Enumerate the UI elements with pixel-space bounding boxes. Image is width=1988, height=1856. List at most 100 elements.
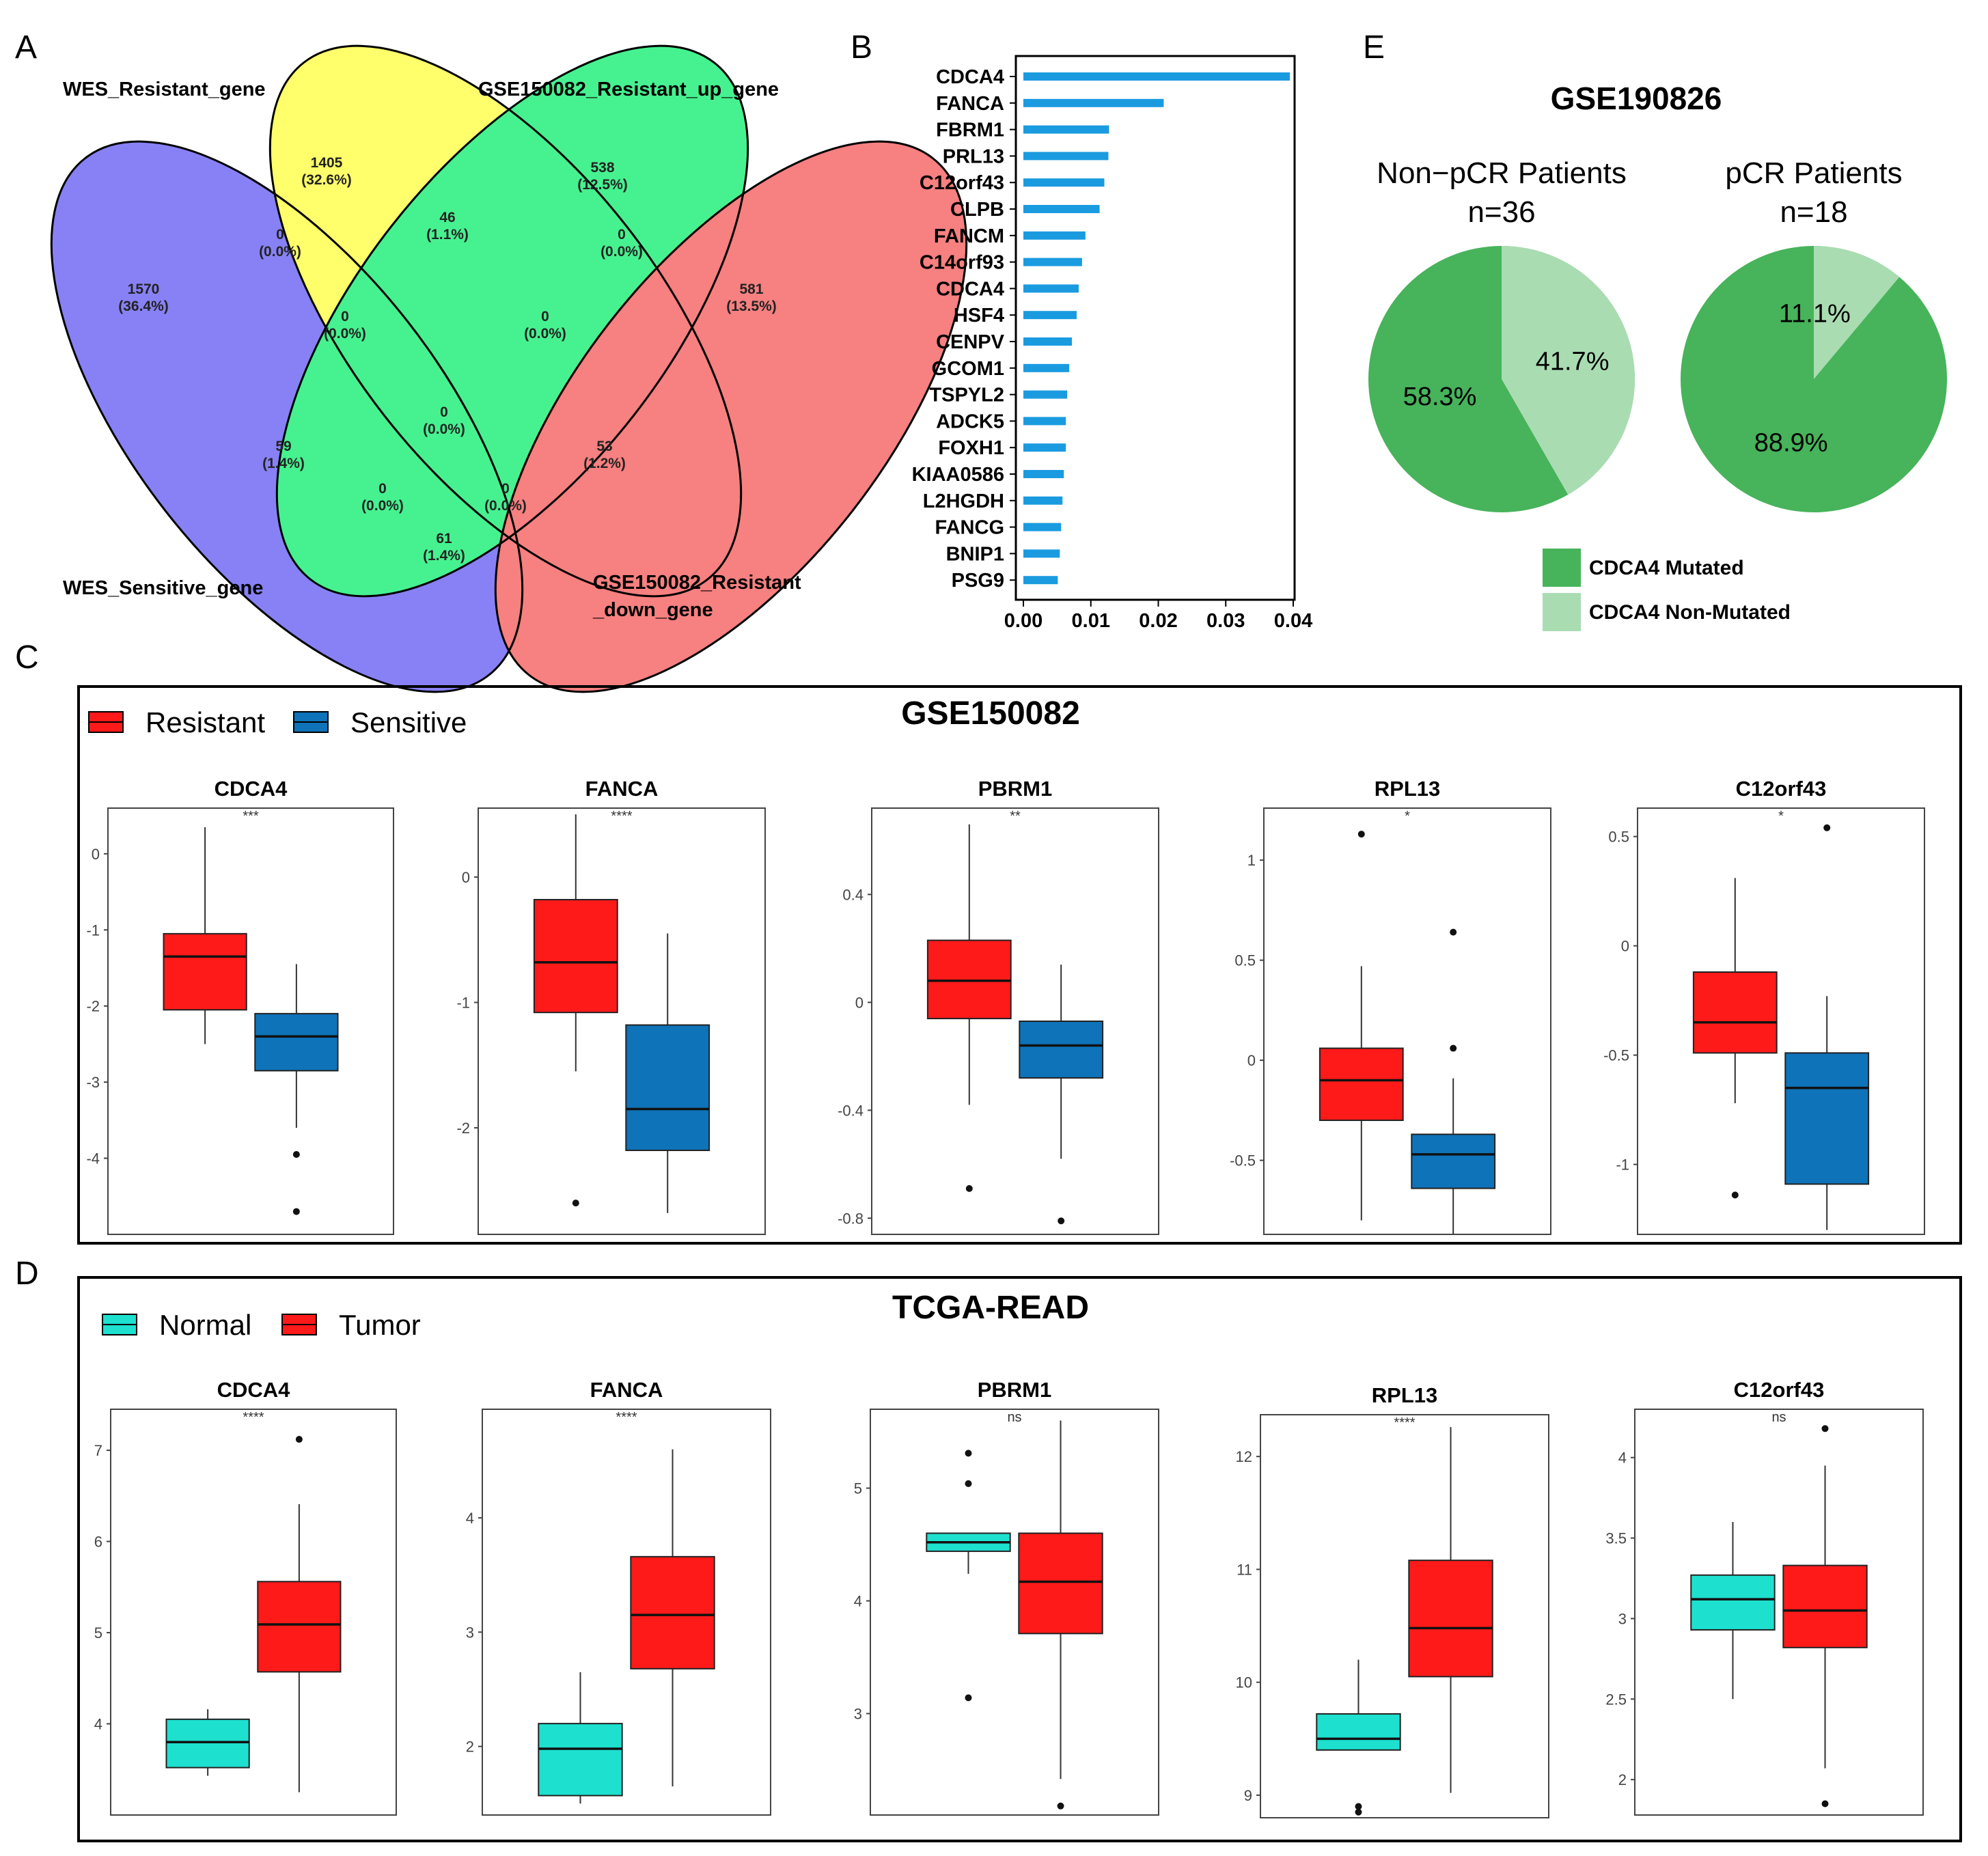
venn-region-pct: (36.4%) xyxy=(118,299,169,314)
box-outlier xyxy=(292,1151,300,1158)
subplot-tick-label: 3 xyxy=(1618,1610,1627,1627)
bar-label: CDCA4 xyxy=(936,66,1004,88)
subplot-tick-label: 5 xyxy=(854,1480,862,1497)
venn-region-count: 0 xyxy=(501,481,510,497)
venn-region-pct: (1.2%) xyxy=(583,456,626,471)
mutation-pie-panel: GSE190826 Non−pCR Patients n=36 pCR Pati… xyxy=(1368,81,1947,631)
venn-region-pct: (0.0%) xyxy=(484,498,527,514)
subplot-tick-label: -4 xyxy=(86,1150,100,1167)
subplot-tick-label: 0 xyxy=(1621,938,1629,955)
significance-label: **** xyxy=(243,1410,264,1425)
panel-c-boxplots: GSE150082 Resistant Sensitive CDCA4 0 -1 -2… xyxy=(77,685,1962,1245)
subplot-tick-label: 2.5 xyxy=(1605,1691,1627,1708)
bar-label: FANCM xyxy=(934,225,1004,247)
subplot-tick-label: 0 xyxy=(855,994,864,1011)
subplot-gene-title: RPL13 xyxy=(1375,777,1440,801)
bar-label: TSPYL2 xyxy=(929,385,1004,406)
subplot-tick-label: 0.5 xyxy=(1234,952,1256,969)
venn-region-count: 0 xyxy=(618,227,626,243)
venn-region-count: 538 xyxy=(590,160,614,176)
pie-label-non-mutated: 11.1% xyxy=(1779,299,1851,328)
venn-label-wes-resistant: WES_Resistant_gene xyxy=(63,79,266,100)
box xyxy=(1692,971,1778,1054)
subplot-tick-label: -2 xyxy=(86,998,100,1015)
box xyxy=(1782,1564,1868,1648)
box-outlier xyxy=(1057,1802,1064,1810)
pie-label-mutated: 58.3% xyxy=(1403,383,1477,411)
subplot-frame xyxy=(478,807,766,1235)
bar xyxy=(1023,523,1062,531)
box xyxy=(1784,1052,1870,1185)
subplot-tick-label: -0.8 xyxy=(838,1210,864,1227)
significance-label: **** xyxy=(1394,1415,1415,1430)
bar-label: FBRM1 xyxy=(936,120,1004,141)
box xyxy=(1411,1133,1496,1189)
box-outlier xyxy=(1823,824,1831,831)
subplot-tick-label: 10 xyxy=(1236,1674,1252,1691)
subplot-gene-title: PBRM1 xyxy=(978,777,1053,801)
legend-swatch-mutated xyxy=(1543,549,1581,587)
subplot-tick-label: 4 xyxy=(1618,1450,1627,1467)
significance-label: * xyxy=(1778,809,1784,824)
subplot-frame xyxy=(1634,1409,1924,1816)
subplot-tick-label: -1 xyxy=(456,994,470,1011)
panel-letter-d: D xyxy=(15,1256,39,1292)
legend-swatch-non-mutated xyxy=(1543,593,1581,631)
venn-region-count: 0 xyxy=(276,227,284,243)
significance-label: ** xyxy=(1010,809,1021,824)
box xyxy=(538,1723,623,1797)
venn-region-count: 1405 xyxy=(311,155,343,171)
box xyxy=(254,1012,339,1072)
bar-axis-tick-label: 0.02 xyxy=(1139,610,1177,632)
bar-label: PRL13 xyxy=(943,146,1004,167)
box-outlier xyxy=(1355,1808,1362,1816)
venn-region-pct: (32.6%) xyxy=(301,172,352,188)
subplot-frame xyxy=(107,807,394,1235)
bar-label: HSF4 xyxy=(954,305,1004,327)
subplot-frame xyxy=(482,1409,771,1816)
subplot-tick-label: 2 xyxy=(1618,1771,1627,1788)
pie-n-nonpcr: n=36 xyxy=(1467,195,1535,229)
significance-label: ns xyxy=(1771,1410,1786,1425)
box xyxy=(1319,1047,1404,1122)
bar xyxy=(1023,549,1060,558)
box-outlier xyxy=(1355,1803,1362,1810)
box-outlier xyxy=(1450,1044,1457,1052)
box-outlier xyxy=(295,1436,303,1443)
subplot-gene-title: RPL13 xyxy=(1372,1383,1437,1407)
subplot-frame xyxy=(1260,1414,1549,1818)
bar-axis-tick-label: 0.01 xyxy=(1072,610,1110,632)
bar xyxy=(1023,98,1164,107)
subplot-frame xyxy=(1637,807,1925,1235)
pie-slice-non-mutated xyxy=(1814,246,1900,379)
bar xyxy=(1023,258,1082,266)
venn-region-pct: (12.5%) xyxy=(577,177,628,193)
venn-region-pct: (13.5%) xyxy=(726,299,777,314)
pie-n-pcr: n=18 xyxy=(1780,195,1847,229)
bar-label: L2HGDH xyxy=(923,490,1004,512)
significance-label: *** xyxy=(243,809,259,824)
bar-label: BNIP1 xyxy=(946,543,1004,565)
venn-label-wes-sensitive: WES_Sensitive_gene xyxy=(63,577,263,599)
box-outlier xyxy=(965,1480,972,1487)
subplot-tick-label: 4 xyxy=(94,1716,102,1733)
bar xyxy=(1023,443,1066,452)
subplot-tick-label: 3 xyxy=(854,1706,862,1723)
significance-label: **** xyxy=(616,1410,637,1425)
bar xyxy=(1023,231,1086,240)
subplot-gene-title: PBRM1 xyxy=(978,1378,1052,1402)
panel-c-title: GSE150082 xyxy=(901,695,1080,732)
panel-d-frame xyxy=(77,1276,1962,1842)
subplot-frame xyxy=(871,807,1159,1235)
venn-region-pct: (0.0%) xyxy=(524,326,566,342)
venn-region-pct: (1.1%) xyxy=(426,227,469,243)
significance-label: **** xyxy=(611,809,632,824)
venn-region-count: 46 xyxy=(439,210,455,225)
bar xyxy=(1023,311,1077,320)
bar-label: GCOM1 xyxy=(932,358,1004,380)
legend-label-non-mutated: CDCA4 Non-Mutated xyxy=(1589,601,1791,624)
venn-label-gse-up: GSE150082_Resistant_up_gene xyxy=(478,79,779,100)
subplot-frame xyxy=(870,1409,1159,1816)
venn-region-count: 581 xyxy=(739,281,763,297)
